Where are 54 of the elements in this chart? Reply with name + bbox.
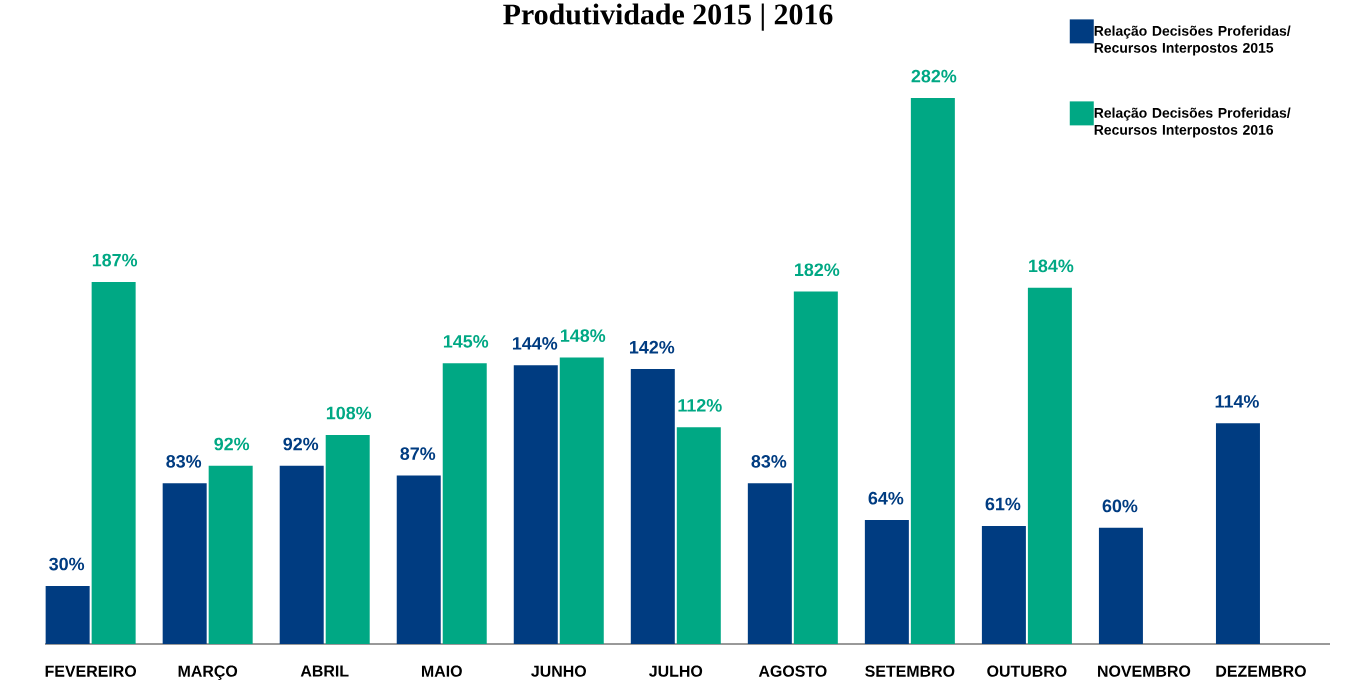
data-label: 60% bbox=[1102, 499, 1138, 513]
data-label: 112% bbox=[678, 398, 722, 412]
data-label: 145% bbox=[443, 335, 489, 348]
data-label: 114% bbox=[1215, 395, 1259, 408]
data-label: 61% bbox=[985, 497, 1021, 511]
x-tick-label: MARÇO bbox=[178, 665, 238, 680]
data-label: 92% bbox=[283, 437, 319, 451]
bar bbox=[325, 434, 370, 644]
bar bbox=[442, 363, 487, 644]
x-tick-label: NOVEMBRO bbox=[1098, 665, 1191, 677]
x-tick-label: FEVEREIRO bbox=[45, 665, 137, 677]
bar bbox=[1027, 287, 1072, 644]
bar bbox=[162, 483, 207, 644]
x-tick-label: OUTUBRO bbox=[987, 665, 1067, 677]
x-tick-label: SETEMBRO bbox=[865, 665, 955, 677]
bar bbox=[630, 369, 675, 644]
legend-label: Relação Decisões Proferidas/ Recursos Interpostos 2016 bbox=[1094, 107, 1291, 138]
chart-title: Produtividade 2015 | 2016 bbox=[503, 3, 833, 31]
bar bbox=[676, 427, 721, 644]
legend-label: Relação Decisões Proferidas/ Recursos Interpostos 2015 bbox=[1094, 25, 1291, 56]
bar bbox=[793, 291, 838, 644]
data-label: 184% bbox=[1029, 259, 1074, 273]
data-label: 83% bbox=[751, 455, 787, 468]
bar bbox=[279, 465, 324, 644]
data-label: 142% bbox=[629, 340, 675, 354]
x-tick-label: MAIO bbox=[421, 665, 462, 677]
data-label: 83% bbox=[166, 455, 202, 468]
bar bbox=[208, 465, 253, 644]
data-label: 187% bbox=[92, 253, 138, 267]
x-tick-label: ABRIL bbox=[300, 665, 349, 677]
bar bbox=[45, 585, 90, 644]
data-label: 282% bbox=[911, 69, 957, 83]
bar bbox=[864, 520, 909, 644]
bar bbox=[559, 357, 604, 644]
data-label: 182% bbox=[795, 263, 840, 277]
x-tick-label: JUNHO bbox=[531, 665, 586, 677]
data-label: 64% bbox=[868, 491, 904, 505]
bar bbox=[91, 281, 136, 644]
bar bbox=[747, 483, 792, 644]
data-label: 87% bbox=[400, 447, 436, 461]
bar bbox=[1215, 423, 1260, 644]
bar bbox=[981, 525, 1026, 644]
data-label: 30% bbox=[49, 557, 85, 571]
bar bbox=[910, 98, 955, 644]
bar bbox=[1098, 527, 1143, 644]
data-label: 148% bbox=[560, 329, 606, 342]
data-label: 108% bbox=[326, 406, 372, 420]
data-label: 144% bbox=[512, 337, 558, 350]
bar bbox=[513, 365, 558, 644]
x-tick-label: AGOSTO bbox=[758, 665, 827, 677]
bar bbox=[396, 475, 441, 644]
x-tick-label: DEZEMBRO bbox=[1216, 665, 1306, 677]
x-tick-label: JULHO bbox=[649, 665, 703, 677]
data-label: 92% bbox=[214, 437, 250, 451]
